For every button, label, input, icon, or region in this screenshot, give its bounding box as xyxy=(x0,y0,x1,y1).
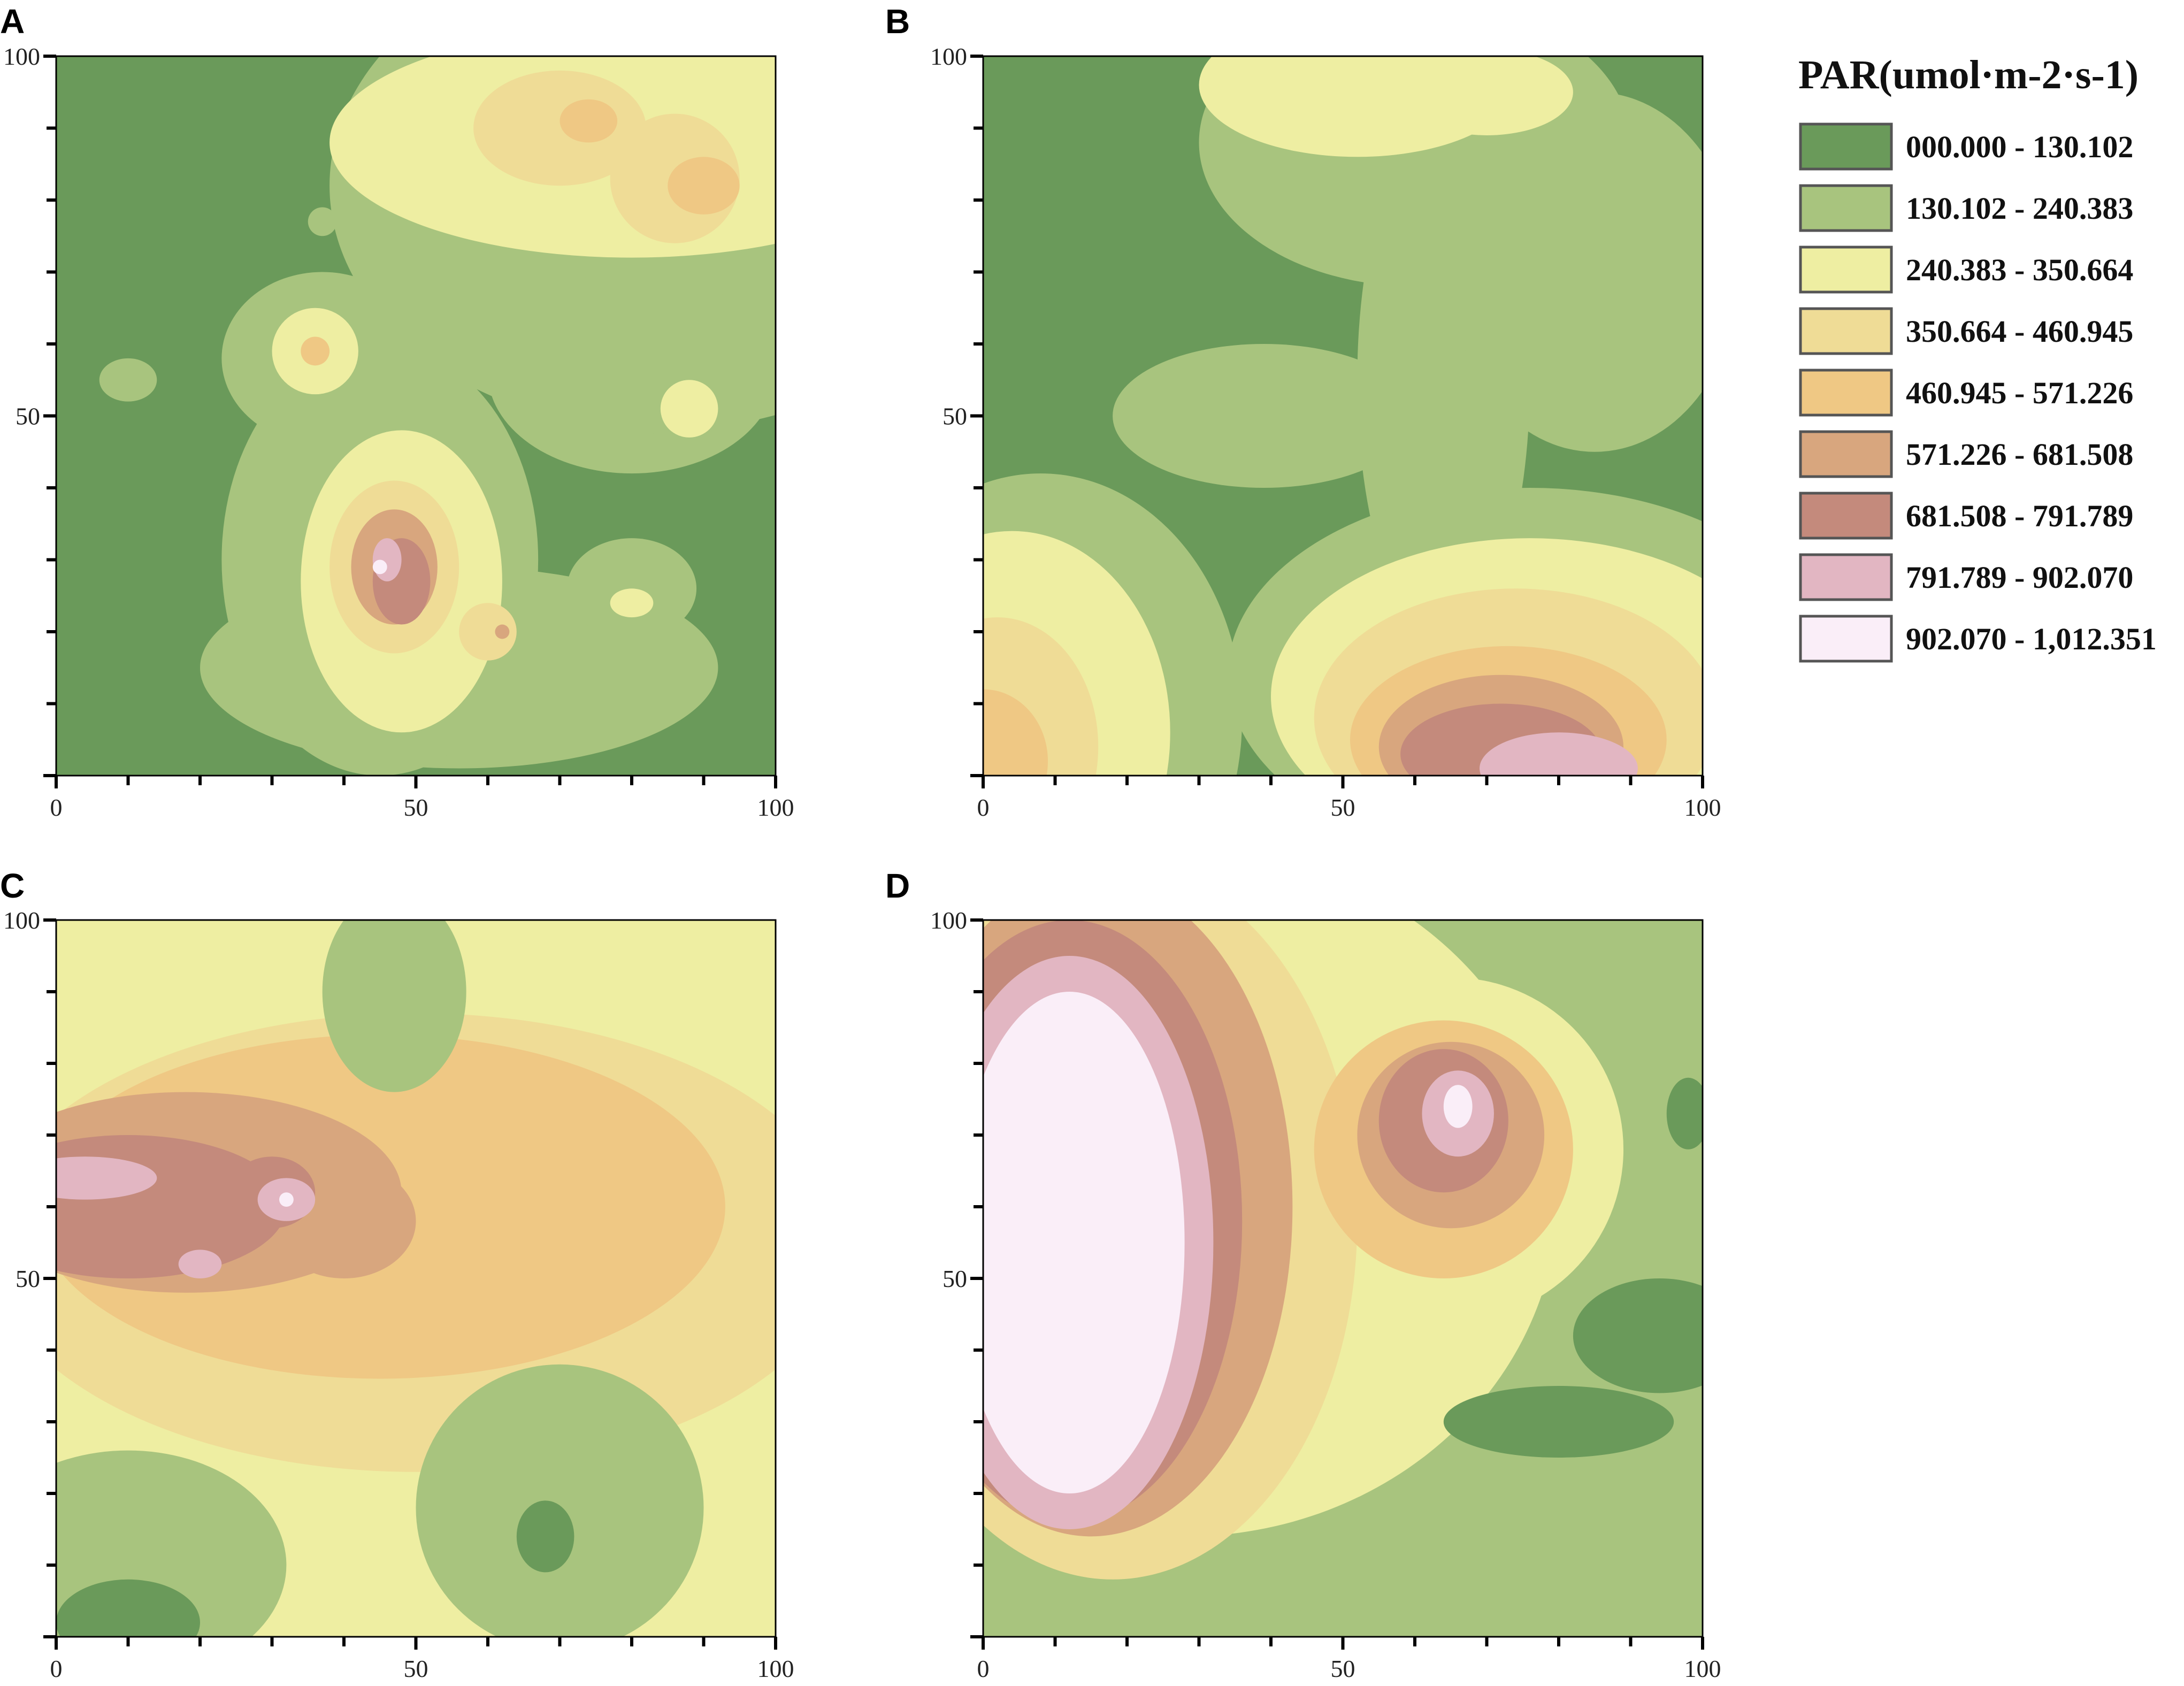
panel-letter-d: D xyxy=(885,867,910,905)
panel-letter-a: A xyxy=(0,2,25,41)
heatmap-a: 0 50 100 50 100 xyxy=(3,43,794,821)
heatmap-d: 0 50 100 50 100 xyxy=(930,907,1721,1682)
y-tick-label: 100 xyxy=(930,43,967,70)
y-tick-label: 50 xyxy=(942,403,967,430)
x-tick-label: 100 xyxy=(757,1655,794,1682)
x-tick-label: 50 xyxy=(1331,794,1355,821)
legend-items: 000.000 - 130.102 130.102 - 240.383 240.38… xyxy=(1799,122,2157,663)
heatmap-region xyxy=(178,1250,222,1278)
heatmap-region xyxy=(1666,1077,1703,1149)
heatmap-region xyxy=(372,560,387,574)
heatmap-b: 0 50 100 50 100 xyxy=(930,43,1721,821)
legend: PAR(umol·m-2·s-1) 000.000 - 130.102 130.1… xyxy=(1798,52,2157,663)
legend-label: 350.664 - 460.945 xyxy=(1906,314,2133,349)
x-tick-label: 50 xyxy=(404,794,428,821)
panel-a: A 0 50 100 50 100 xyxy=(0,2,794,821)
heatmap-region xyxy=(1480,732,1638,776)
heatmap-region xyxy=(279,1192,294,1207)
y-tick-label: 100 xyxy=(3,43,40,70)
x-tick-label: 50 xyxy=(404,1655,428,1682)
legend-swatch xyxy=(1799,492,1893,540)
heatmap-region xyxy=(1400,56,1573,135)
heatmap-region xyxy=(1573,1278,1703,1393)
legend-swatch xyxy=(1799,615,1893,663)
heatmap-region xyxy=(516,1500,574,1573)
heatmap-region xyxy=(1451,92,1703,452)
y-tick-label: 50 xyxy=(942,1265,967,1292)
x-tick-label: 0 xyxy=(50,794,63,821)
heatmap-region xyxy=(1443,1085,1473,1128)
heatmap-region xyxy=(416,1364,704,1637)
x-tick-label: 0 xyxy=(977,1655,990,1682)
legend-swatch xyxy=(1799,369,1893,417)
legend-label: 000.000 - 130.102 xyxy=(1906,129,2133,164)
legend-title: PAR(umol·m-2·s-1) xyxy=(1798,52,2139,97)
heatmap-c: 0 50 100 50 100 xyxy=(3,907,794,1682)
heatmap-region xyxy=(56,1156,157,1200)
panel-c: C 0 50 100 50 100 xyxy=(0,867,794,1682)
legend-swatch xyxy=(1799,430,1893,478)
legend-swatch xyxy=(1799,122,1893,171)
legend-label: 791.789 - 902.070 xyxy=(1906,560,2133,595)
heatmap-region xyxy=(459,603,517,661)
legend-label: 240.383 - 350.664 xyxy=(1906,252,2133,287)
heatmap-region xyxy=(1113,344,1415,488)
legend-swatch xyxy=(1799,246,1893,294)
panel-letter-b: B xyxy=(885,2,910,41)
heatmap-layers xyxy=(56,920,776,1637)
heatmap-region xyxy=(99,358,157,402)
x-tick-label: 0 xyxy=(977,794,990,821)
heatmap-layers xyxy=(56,56,776,776)
heatmap-region xyxy=(301,336,330,366)
heatmap-region xyxy=(473,70,646,186)
heatmap-layers xyxy=(983,56,1703,776)
heatmap-region xyxy=(983,992,1185,1493)
heatmap-layers xyxy=(983,920,1703,1637)
y-tick-label: 50 xyxy=(16,403,40,430)
y-tick-label: 50 xyxy=(16,1265,40,1292)
x-tick-label: 50 xyxy=(1331,1655,1355,1682)
panel-b: B 0 50 100 50 100 xyxy=(885,2,1721,821)
legend-label: 571.226 - 681.508 xyxy=(1906,437,2133,472)
x-tick-label: 100 xyxy=(1684,1655,1721,1682)
heatmap-region xyxy=(56,1579,200,1637)
heatmap-region xyxy=(983,689,1048,776)
x-tick-label: 100 xyxy=(757,794,794,821)
panel-d: D 0 50 100 50 100 xyxy=(885,867,1721,1682)
heatmap-region xyxy=(660,380,718,438)
heatmap-region xyxy=(668,157,740,214)
heatmap-region xyxy=(308,207,337,236)
legend-label: 902.070 - 1,012.351 xyxy=(1906,622,2157,656)
legend-swatch xyxy=(1799,307,1893,355)
heatmap-region xyxy=(495,624,510,639)
y-tick-label: 100 xyxy=(3,907,40,934)
heatmap-region xyxy=(610,588,654,618)
heatmap-region xyxy=(372,538,402,581)
y-tick-label: 100 xyxy=(930,907,967,934)
x-tick-label: 0 xyxy=(50,1655,63,1682)
legend-swatch xyxy=(1799,553,1893,601)
heatmap-region xyxy=(1443,1386,1674,1458)
legend-swatch xyxy=(1799,184,1893,232)
heatmap-region xyxy=(560,99,618,143)
legend-label: 460.945 - 571.226 xyxy=(1906,375,2133,410)
heatmap-region xyxy=(322,920,466,1092)
panel-letter-c: C xyxy=(0,867,25,905)
x-tick-label: 100 xyxy=(1684,794,1721,821)
legend-label: 130.102 - 240.383 xyxy=(1906,191,2133,226)
legend-label: 681.508 - 791.789 xyxy=(1906,499,2133,533)
